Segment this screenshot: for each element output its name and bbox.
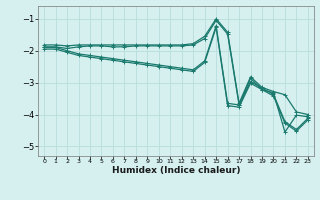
X-axis label: Humidex (Indice chaleur): Humidex (Indice chaleur) [112, 166, 240, 175]
